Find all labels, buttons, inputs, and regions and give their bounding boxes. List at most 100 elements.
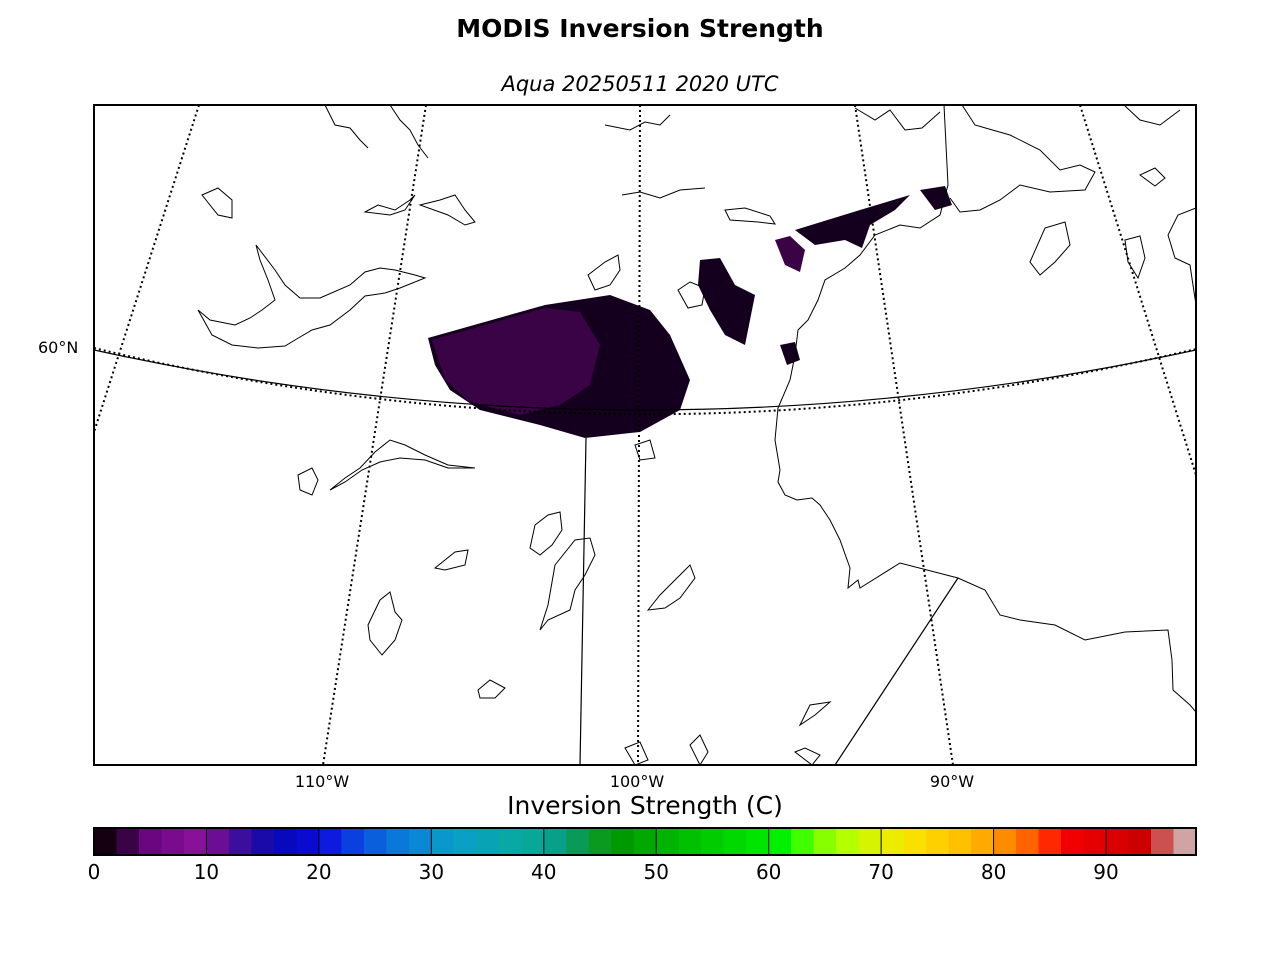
colorbar-cell [1173, 828, 1197, 855]
colorbar-tick-label: 50 [643, 860, 669, 884]
colorbar-cell [768, 828, 792, 855]
lon-label-90w: 90°W [929, 772, 975, 791]
colorbar-tick-label: 30 [418, 860, 445, 884]
colorbar-cell [701, 828, 725, 855]
data-patch-north [795, 195, 910, 248]
lon-label-100w: 100°W [609, 772, 665, 791]
colorbar-cell [926, 828, 950, 855]
colorbar-tick-label: 70 [868, 860, 894, 884]
colorbar-cell [588, 828, 612, 855]
border-ontario [834, 577, 959, 765]
colorbar-cell [678, 828, 702, 855]
colorbar-cell [431, 828, 455, 855]
colorbar-cell [903, 828, 927, 855]
coast-hudson-bay-west [774, 105, 1196, 713]
colorbar-cell [363, 828, 387, 855]
data-swath-purple [432, 308, 600, 415]
coast-east [1167, 207, 1196, 306]
colorbar-title: Inversion Strength (C) [507, 791, 783, 820]
colorbar-tick-label: 80 [980, 860, 1007, 884]
colorbar-cell [138, 828, 162, 855]
colorbar-cell [476, 828, 500, 855]
island-small-ne [1139, 167, 1166, 187]
colorbar-cell [566, 828, 590, 855]
colorbar-cell [206, 828, 230, 855]
colorbar-tick-label: 60 [755, 860, 782, 884]
meridian-120w [94, 105, 200, 433]
lake-east-2 [677, 281, 706, 309]
colorbar-cell [183, 828, 207, 855]
colorbar-tick-label: 90 [1093, 860, 1119, 884]
figure-subtitle: Aqua 20250511 2020 UTC [501, 72, 779, 96]
lake-south-3 [367, 591, 403, 656]
island-coats [1124, 235, 1146, 280]
colorbar-cell [251, 828, 275, 855]
colorbar-cell [746, 828, 770, 855]
colorbar-tick-label: 20 [306, 860, 332, 884]
colorbar-cell [161, 828, 185, 855]
data-patch-east2 [775, 236, 805, 272]
colorbar-cell [656, 828, 680, 855]
lake-south-7 [689, 734, 709, 765]
meridian-100w [637, 105, 641, 765]
colorbar-cell [836, 828, 860, 855]
colorbar-cell [408, 828, 432, 855]
coast-baker-lake [724, 207, 776, 225]
colorbar-cell [948, 828, 972, 855]
lake-small-w [297, 467, 319, 496]
colorbar-cell [498, 828, 522, 855]
colorbar-cell [1083, 828, 1107, 855]
colorbar-cell [116, 828, 140, 855]
lake-reindeer [529, 511, 563, 556]
coast-northeast [1123, 105, 1181, 126]
lon-label-110w: 110°W [294, 772, 350, 791]
coast-arctic-3 [604, 114, 671, 131]
meridian-110w [322, 105, 427, 765]
colorbar-cell [543, 828, 567, 855]
colorbar-tick-label: 0 [87, 860, 101, 884]
lake-athabasca [329, 439, 476, 491]
map-frame [93, 104, 1197, 766]
colorbar-cell [521, 828, 545, 855]
colorbar-cell [341, 828, 365, 855]
coast-arctic-2 [389, 105, 429, 159]
data-patch-east4 [920, 186, 952, 210]
data-patch-east3 [780, 342, 800, 365]
colorbar-cell [881, 828, 905, 855]
lake-south-10 [634, 439, 656, 461]
colorbar-cell [723, 828, 747, 855]
lake-south-9 [793, 747, 821, 765]
coast-chesterfield [854, 107, 941, 131]
lake-south-2 [433, 549, 469, 571]
colorbar-cell [1038, 828, 1062, 855]
coastlines [197, 105, 1196, 765]
colorbar-cell [611, 828, 635, 855]
colorbar-cell [1061, 828, 1085, 855]
colorbar-cell [971, 828, 995, 855]
colorbar-cell [993, 828, 1017, 855]
lake-east-1 [587, 254, 621, 291]
colorbar-cell [858, 828, 882, 855]
colorbar-cell [1151, 828, 1175, 855]
border-nunavut-manitoba [94, 349, 1196, 411]
lake-great-slave-area [197, 244, 427, 349]
lake-mid-north [363, 194, 416, 216]
figure-title: MODIS Inversion Strength [456, 14, 824, 43]
lake-small-nw [201, 187, 233, 219]
lake-south-5 [477, 679, 506, 699]
meridian-90w [854, 105, 954, 765]
lake-mid-north-2 [418, 194, 476, 226]
lake-south-1 [539, 537, 596, 631]
island-southampton [1029, 221, 1071, 276]
colorbar-cell [1128, 828, 1152, 855]
lat-label-60n: 60°N [38, 338, 79, 357]
coast-arctic-4 [621, 187, 706, 199]
graticule [94, 105, 1196, 765]
coast-hudson-bay-north [949, 105, 1096, 213]
colorbar-cell [1016, 828, 1040, 855]
inversion-data-layer [428, 186, 952, 438]
colorbar-cell [273, 828, 297, 855]
colorbar-cell [453, 828, 477, 855]
